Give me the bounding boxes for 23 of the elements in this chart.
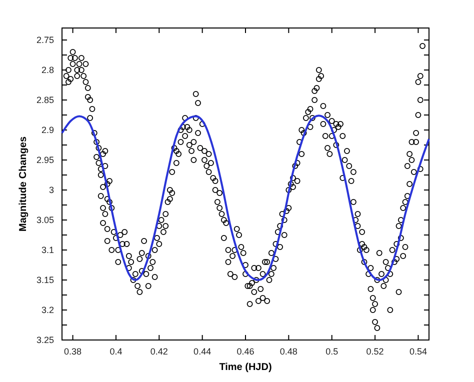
y-tick-label: 2.95	[36, 154, 54, 165]
x-axis-title: Time (HJD)	[219, 362, 272, 373]
y-tick-label: 2.8	[41, 64, 54, 75]
y-tick-label: 3.25	[36, 334, 54, 345]
y-tick-label: 2.85	[36, 94, 54, 105]
x-tick-label: 0.5	[326, 346, 338, 356]
y-tick-label: 3	[48, 184, 54, 195]
y-tick-label: 3.2	[41, 304, 54, 315]
y-tick-label: 3.15	[36, 274, 54, 285]
x-tick-label: 0.44	[194, 346, 212, 356]
y-axis-title: Magnitude Changes	[18, 136, 29, 232]
x-tick-label: 0.38	[64, 346, 82, 356]
y-tick-label: 3.05	[36, 214, 54, 225]
x-tick-label: 0.54	[409, 346, 427, 356]
y-tick-label: 2.9	[41, 124, 54, 135]
y-tick-label: 2.75	[36, 34, 54, 45]
x-tick-label: 0.4	[110, 346, 122, 356]
y-tick-label: 3.1	[41, 244, 54, 255]
x-tick-label: 0.46	[236, 346, 254, 356]
x-tick-label: 0.52	[366, 346, 384, 356]
x-tick-label: 0.42	[150, 346, 168, 356]
x-tick-label: 0.48	[280, 346, 298, 356]
line-series	[61, 114, 430, 281]
